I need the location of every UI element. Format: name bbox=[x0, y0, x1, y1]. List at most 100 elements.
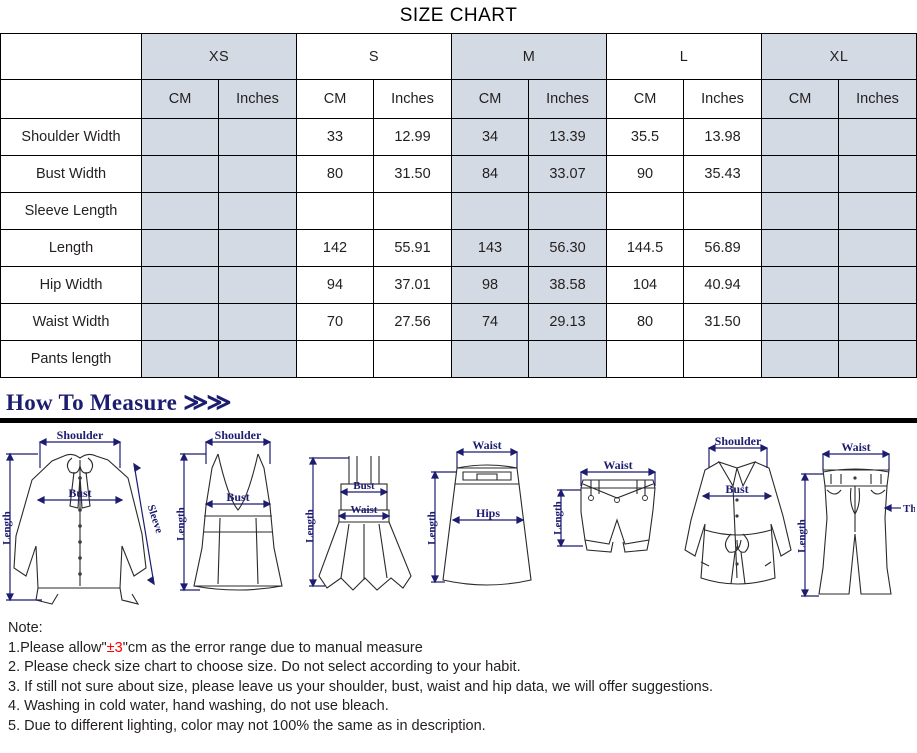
diagram-label-waist: Waist bbox=[841, 440, 870, 454]
cell-s-inches: 27.56 bbox=[372, 303, 453, 341]
table-row: Waist Width 70 27.56 74 29.13 80 31.50 bbox=[0, 303, 917, 341]
notes-heading: Note: bbox=[8, 620, 43, 636]
diagram-label-length: Length bbox=[2, 511, 13, 545]
cell-xs-cm bbox=[141, 303, 219, 341]
diagram-label-shoulder: Shoulder bbox=[715, 434, 762, 448]
cell-s-cm: 80 bbox=[296, 155, 374, 193]
cell-s-cm bbox=[296, 192, 374, 230]
cell-xl-inches bbox=[838, 266, 917, 304]
diagram-label-shoulder: Shoulder bbox=[215, 428, 262, 442]
cell-l-inches bbox=[683, 340, 763, 378]
cell-m-cm: 84 bbox=[451, 155, 530, 193]
cell-m-inches: 29.13 bbox=[528, 303, 608, 341]
how-to-measure-heading-text: How To Measure bbox=[6, 390, 178, 415]
cell-s-cm: 70 bbox=[296, 303, 374, 341]
diagram-label-length: Length bbox=[427, 511, 438, 545]
cell-m-inches: 33.07 bbox=[528, 155, 608, 193]
cell-l-inches: 35.43 bbox=[683, 155, 763, 193]
cell-s-cm: 142 bbox=[296, 229, 374, 267]
cell-l-cm: 90 bbox=[606, 155, 685, 193]
diagram-label-bust: Bust bbox=[353, 480, 375, 492]
note-line-4: 4. Washing in cold water, hand washing, … bbox=[8, 697, 917, 717]
row-label-shoulder-width: Shoulder Width bbox=[0, 118, 142, 156]
cell-xs-inches bbox=[218, 192, 297, 230]
cell-m-inches bbox=[528, 192, 608, 230]
cell-l-cm bbox=[606, 192, 685, 230]
note-text-pre: 1.Please allow" bbox=[8, 639, 107, 656]
diagram-label-shoulder: Shoulder bbox=[57, 428, 104, 442]
cell-xs-cm bbox=[141, 266, 219, 304]
cell-s-cm bbox=[296, 340, 374, 378]
note-line-3: 3. If still not sure about size, please … bbox=[8, 678, 917, 698]
diagram-coat: Shoulder Bust bbox=[683, 428, 793, 613]
unit-header-xl-inches: Inches bbox=[838, 79, 917, 119]
how-to-measure-section: How To Measure ≫≫ bbox=[0, 388, 917, 423]
note-line-5: 5. Due to different lighting, color may … bbox=[8, 717, 917, 737]
cell-s-cm: 33 bbox=[296, 118, 374, 156]
cell-xs-inches bbox=[218, 266, 297, 304]
unit-header-s-cm: CM bbox=[296, 79, 374, 119]
unit-header-xl-cm: CM bbox=[761, 79, 840, 119]
diagram-shorts: Waist Length bbox=[551, 428, 679, 613]
unit-header-m-inches: Inches bbox=[528, 79, 608, 119]
unit-header-l-cm: CM bbox=[606, 79, 685, 119]
cell-m-cm bbox=[451, 340, 530, 378]
note-text-post: "cm as the error range due to manual mea… bbox=[122, 639, 423, 656]
size-header-xs: XS bbox=[141, 33, 297, 80]
cell-xs-inches bbox=[218, 155, 297, 193]
cell-xs-cm bbox=[141, 340, 219, 378]
cell-xl-cm bbox=[761, 229, 840, 267]
diagram-label-waist: Waist bbox=[472, 438, 501, 452]
size-header-l: L bbox=[606, 33, 763, 80]
diagram-label-bust: Bust bbox=[68, 486, 91, 500]
row-label-sleeve-length: Sleeve Length bbox=[0, 192, 142, 230]
cell-m-cm: 74 bbox=[451, 303, 530, 341]
diagram-blouse: Shoulder Bust Length Sleeve bbox=[2, 428, 172, 613]
note-text-pre: 3. If still not sure about size, please … bbox=[8, 678, 713, 695]
table-row: Shoulder Width 33 12.99 34 13.39 35.5 13.98 bbox=[0, 118, 917, 156]
cell-l-cm: 144.5 bbox=[606, 229, 685, 267]
diagram-tank-top: Shoulder Bust Length bbox=[176, 428, 301, 613]
cell-xl-inches bbox=[838, 155, 917, 193]
row-label-hip-width: Hip Width bbox=[0, 266, 142, 304]
cell-m-inches bbox=[528, 340, 608, 378]
unit-header-m-cm: CM bbox=[451, 79, 530, 119]
cell-s-inches bbox=[372, 192, 453, 230]
cell-s-inches: 37.01 bbox=[372, 266, 453, 304]
cell-xl-cm bbox=[761, 340, 840, 378]
diagram-label-bust: Bust bbox=[725, 482, 748, 496]
cell-xl-cm bbox=[761, 192, 840, 230]
cell-xs-inches bbox=[218, 118, 297, 156]
unit-header-l-inches: Inches bbox=[683, 79, 763, 119]
cell-s-inches: 31.50 bbox=[372, 155, 453, 193]
cell-xl-cm bbox=[761, 155, 840, 193]
cell-s-inches: 12.99 bbox=[372, 118, 453, 156]
diagram-label-hips: Hips bbox=[476, 506, 500, 520]
cell-m-inches: 56.30 bbox=[528, 229, 608, 267]
diagram-skirt: Waist Hips Length bbox=[427, 428, 547, 613]
cell-xs-inches bbox=[218, 303, 297, 341]
section-divider bbox=[0, 418, 917, 423]
table-row: Sleeve Length bbox=[0, 192, 917, 230]
table-header-size-row: XS S M L XL bbox=[0, 33, 917, 80]
table-row: Bust Width 80 31.50 84 33.07 90 35.43 bbox=[0, 155, 917, 193]
cell-m-cm bbox=[451, 192, 530, 230]
cell-xl-cm bbox=[761, 118, 840, 156]
cell-s-inches bbox=[372, 340, 453, 378]
cell-l-cm: 80 bbox=[606, 303, 685, 341]
note-line-2: 2. Please check size chart to choose siz… bbox=[8, 658, 917, 678]
diagram-label-length: Length bbox=[305, 509, 316, 543]
measurement-diagram-strip: Shoulder Bust Length Sleeve bbox=[0, 423, 917, 613]
unit-header-s-inches: Inches bbox=[372, 79, 453, 119]
cell-xl-cm bbox=[761, 303, 840, 341]
note-text-pre: 4. Washing in cold water, hand washing, … bbox=[8, 698, 389, 714]
cell-m-cm: 34 bbox=[451, 118, 530, 156]
cell-m-cm: 98 bbox=[451, 266, 530, 304]
cell-xs-cm bbox=[141, 192, 219, 230]
row-label-pants-length: Pants length bbox=[0, 340, 142, 378]
size-header-s: S bbox=[295, 33, 453, 80]
diagram-label-thigh: Thigh bbox=[903, 503, 915, 515]
cell-l-cm: 35.5 bbox=[606, 118, 685, 156]
page-title: SIZE CHART bbox=[399, 5, 518, 26]
note-tolerance-value: ±3 bbox=[106, 639, 123, 656]
